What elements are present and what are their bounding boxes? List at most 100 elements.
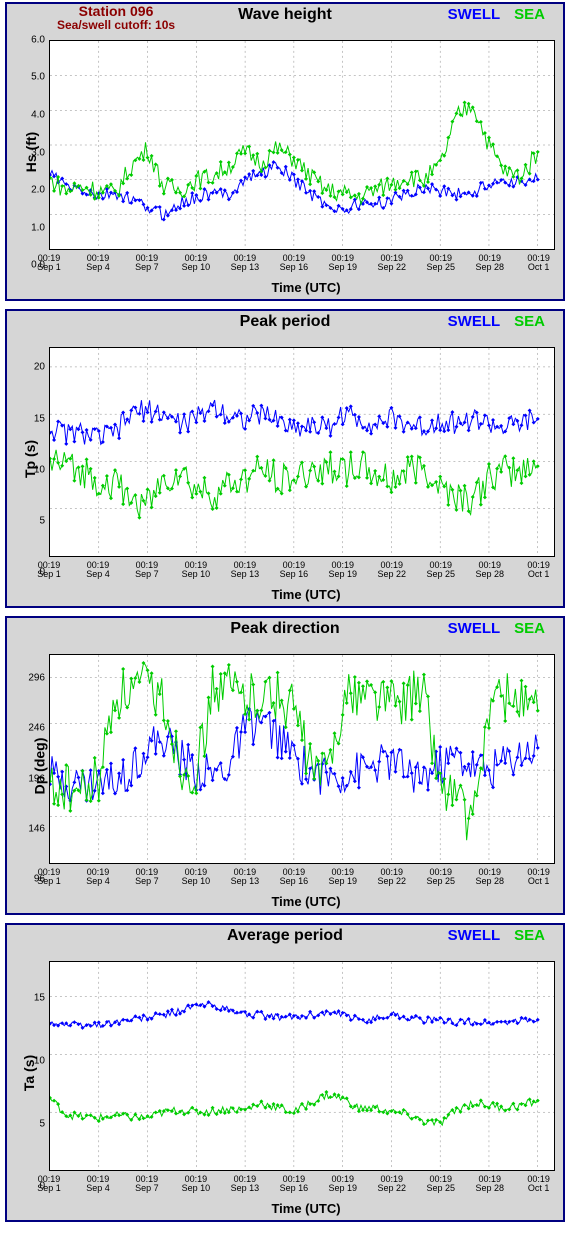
series-marker-swell [109, 761, 113, 765]
series-marker-sea [85, 798, 89, 802]
series-marker-swell [239, 730, 243, 734]
y-tick: 3.0 [21, 147, 45, 158]
series-marker-sea [178, 474, 182, 478]
series-marker-swell [137, 412, 141, 416]
x-tick: 00:19Sep 22 [378, 254, 407, 273]
series-marker-swell [288, 756, 292, 760]
series-marker-swell [97, 1020, 101, 1024]
y-tick: 196 [21, 773, 45, 784]
x-tick: 00:19Oct 1 [527, 561, 550, 580]
series-marker-swell [304, 191, 308, 195]
series-marker-swell [198, 411, 202, 415]
series-marker-sea [410, 170, 414, 174]
x-tick: 00:19Sep 16 [280, 561, 309, 580]
series-marker-sea [414, 481, 418, 485]
series-marker-swell [219, 1008, 223, 1012]
series-marker-swell [64, 182, 68, 186]
series-marker-sea [406, 1112, 410, 1116]
legend-swell: SWELL [448, 6, 501, 23]
series-marker-sea [393, 704, 397, 708]
series-marker-sea [219, 160, 223, 164]
series-marker-swell [239, 412, 243, 416]
series-marker-swell [263, 1017, 267, 1021]
x-tick: 00:19Sep 4 [86, 1175, 110, 1194]
y-ticks: 96146196246296 [25, 654, 47, 879]
series-marker-swell [328, 766, 332, 770]
series-marker-sea [414, 169, 418, 173]
series-marker-sea [154, 1110, 158, 1114]
series-marker-sea [174, 468, 178, 472]
series-marker-swell [109, 426, 113, 430]
series-marker-sea [223, 484, 227, 488]
series-marker-swell [89, 768, 93, 772]
y-tick: 4.0 [21, 109, 45, 120]
series-marker-swell [320, 762, 324, 766]
series-marker-swell [446, 761, 450, 765]
legend-swell: SWELL [448, 927, 501, 944]
series-marker-sea [198, 490, 202, 494]
series-marker-swell [272, 1017, 276, 1021]
x-ticks: 00:19Sep 100:19Sep 400:19Sep 700:19Sep 1… [49, 561, 555, 587]
series-marker-sea [211, 181, 215, 185]
series-marker-sea [475, 481, 479, 485]
series-marker-sea [406, 455, 410, 459]
series-marker-sea [471, 495, 475, 499]
series-marker-sea [337, 474, 341, 478]
series-marker-sea [446, 503, 450, 507]
series-marker-sea [450, 488, 454, 492]
series-marker-swell [292, 743, 296, 747]
series-marker-swell [300, 782, 304, 786]
x-ticks: 00:19Sep 100:19Sep 400:19Sep 700:19Sep 1… [49, 868, 555, 894]
series-marker-swell [410, 427, 414, 431]
series-marker-sea [341, 457, 345, 461]
series-marker-sea [430, 172, 434, 176]
series-marker-swell [239, 179, 243, 183]
series-marker-sea [109, 730, 113, 734]
series-marker-swell [381, 750, 385, 754]
series-marker-swell [129, 408, 133, 412]
series-marker-swell [471, 750, 475, 754]
series-marker-sea [235, 490, 239, 494]
series-marker-swell [410, 771, 414, 775]
series-marker-sea [219, 672, 223, 676]
series-marker-sea [426, 180, 430, 184]
series-marker-swell [357, 415, 361, 419]
series-marker-sea [280, 699, 284, 703]
series-marker-sea [284, 1110, 288, 1114]
y-tick: 6.0 [21, 35, 45, 46]
series-marker-swell [141, 752, 145, 756]
x-axis-label: Time (UTC) [49, 1201, 563, 1216]
y-ticks: 05101520 [25, 347, 47, 572]
x-tick: 00:19Sep 13 [231, 561, 260, 580]
series-marker-sea [308, 742, 312, 746]
series-marker-swell [333, 772, 337, 776]
series-marker-sea [377, 475, 381, 479]
series-marker-sea [154, 162, 158, 166]
series-marker-swell [81, 430, 85, 434]
series-marker-sea [125, 487, 129, 491]
legend-sea: SEA [514, 620, 545, 637]
series-marker-swell [398, 1017, 402, 1021]
series-marker-swell [162, 218, 166, 222]
series-marker-swell [324, 1009, 328, 1013]
series-marker-sea [503, 164, 507, 168]
series-marker-sea [479, 120, 483, 124]
y-tick: 5.0 [21, 72, 45, 83]
x-tick: 00:19Sep 10 [182, 868, 211, 887]
series-marker-swell [328, 434, 332, 438]
series-marker-sea [207, 180, 211, 184]
series-marker-sea [406, 683, 410, 687]
series-marker-sea [251, 1103, 255, 1107]
series-marker-swell [341, 776, 345, 780]
series-marker-sea [377, 183, 381, 187]
series-marker-sea [105, 732, 109, 736]
series-marker-swell [422, 190, 426, 194]
series-marker-sea [170, 1109, 174, 1113]
series-marker-swell [442, 429, 446, 433]
series-marker-swell [511, 422, 515, 426]
series-marker-swell [292, 418, 296, 422]
series-marker-sea [532, 459, 536, 463]
series-marker-swell [158, 205, 162, 209]
series-marker-swell [479, 181, 483, 185]
series-marker-swell [251, 742, 255, 746]
